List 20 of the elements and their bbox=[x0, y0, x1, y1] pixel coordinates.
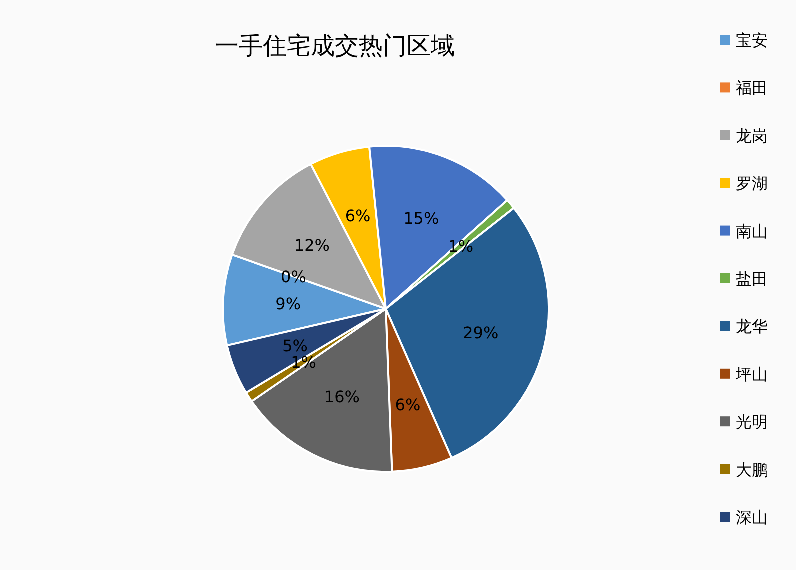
legend-label: 深山 bbox=[736, 508, 768, 527]
data-label: 29% bbox=[463, 324, 499, 343]
text: 0% bbox=[281, 268, 306, 287]
legend-label: 宝安 bbox=[736, 31, 768, 50]
legend-label: 罗湖 bbox=[736, 174, 768, 194]
chart-title: 一手住宅成交热门区域 bbox=[215, 32, 455, 60]
legend-label: 龙华 bbox=[736, 317, 768, 336]
data-label: 9% bbox=[276, 294, 302, 314]
data-label: 6% bbox=[395, 395, 421, 414]
data-label: 15% bbox=[404, 208, 440, 228]
legend-label: 大鹏 bbox=[736, 460, 768, 480]
legend-label: 坪山 bbox=[735, 364, 768, 384]
data-label: 16% bbox=[324, 387, 360, 406]
data-label: 6% bbox=[345, 206, 371, 226]
legend-label: 龙岗 bbox=[736, 126, 768, 146]
legend-label: 福田 bbox=[736, 78, 768, 98]
legend-label: 南山 bbox=[736, 222, 768, 241]
legend-label: 盐田 bbox=[736, 270, 768, 288]
data-label: 12% bbox=[294, 236, 330, 255]
legend-label: 光明 bbox=[736, 412, 768, 432]
